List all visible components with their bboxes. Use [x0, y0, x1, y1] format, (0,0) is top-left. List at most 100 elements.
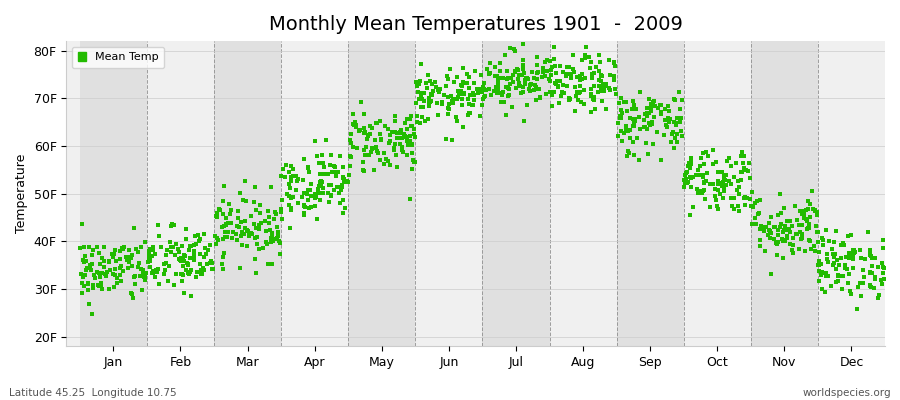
Point	[847, 247, 861, 253]
Point	[433, 86, 447, 92]
Point	[627, 122, 642, 129]
Point	[698, 149, 713, 156]
Point	[552, 99, 566, 106]
Point	[410, 119, 425, 125]
Point	[86, 247, 101, 253]
Point	[423, 90, 437, 97]
Point	[809, 209, 824, 216]
Point	[134, 287, 148, 294]
Point	[377, 122, 392, 129]
Point	[739, 167, 753, 173]
Point	[595, 98, 609, 104]
Point	[474, 102, 489, 108]
Point	[862, 252, 877, 258]
Point	[717, 187, 732, 194]
Point	[640, 113, 654, 119]
Point	[188, 233, 202, 239]
Point	[584, 109, 598, 115]
Point	[397, 131, 411, 138]
Point	[435, 100, 449, 107]
Point	[620, 128, 634, 134]
Point	[738, 202, 752, 208]
Point	[543, 88, 557, 95]
Point	[646, 141, 661, 147]
Point	[819, 227, 833, 233]
Point	[421, 99, 436, 105]
Point	[346, 144, 360, 151]
Point	[478, 93, 492, 100]
Point	[771, 238, 786, 245]
Point	[418, 80, 433, 86]
Point	[215, 211, 230, 217]
Point	[820, 256, 834, 262]
Point	[406, 157, 420, 163]
Point	[632, 157, 646, 163]
Point	[854, 293, 868, 300]
Point	[187, 248, 202, 254]
Point	[133, 266, 148, 272]
Point	[460, 80, 474, 86]
Point	[165, 244, 179, 250]
Point	[337, 179, 351, 186]
Point	[733, 184, 747, 191]
Point	[841, 280, 855, 286]
Point	[783, 218, 797, 225]
Bar	[80, 41, 147, 346]
Point	[137, 274, 151, 280]
Point	[875, 260, 889, 267]
Point	[570, 89, 584, 96]
Point	[172, 249, 186, 255]
Point	[547, 44, 562, 51]
Point	[184, 243, 198, 249]
Point	[647, 102, 662, 109]
Point	[492, 68, 507, 74]
Point	[172, 256, 186, 262]
Point	[803, 201, 817, 208]
Point	[770, 212, 785, 218]
Point	[236, 197, 250, 203]
Point	[547, 89, 562, 95]
Point	[487, 88, 501, 94]
Bar	[147, 41, 214, 346]
Point	[456, 79, 471, 86]
Point	[462, 85, 476, 91]
Point	[564, 71, 579, 78]
Point	[609, 91, 624, 98]
Point	[410, 82, 425, 88]
Point	[265, 260, 279, 267]
Point	[829, 228, 843, 235]
Point	[284, 204, 299, 211]
Point	[815, 269, 830, 275]
Point	[462, 100, 476, 107]
Point	[763, 230, 778, 236]
Point	[669, 122, 683, 128]
Point	[633, 89, 647, 96]
Point	[799, 226, 814, 232]
Point	[793, 208, 807, 214]
Point	[454, 81, 468, 88]
Point	[376, 160, 391, 167]
Point	[572, 76, 587, 83]
Point	[716, 175, 731, 181]
Point	[684, 161, 698, 168]
Point	[835, 286, 850, 293]
Point	[264, 184, 278, 191]
Point	[466, 79, 481, 86]
Point	[367, 166, 382, 173]
Point	[562, 96, 577, 102]
Point	[769, 240, 783, 246]
Point	[218, 234, 232, 241]
Point	[169, 241, 184, 248]
Point	[461, 96, 475, 102]
Point	[197, 267, 211, 274]
Point	[177, 258, 192, 264]
Point	[205, 260, 220, 266]
Point	[77, 253, 92, 259]
Point	[336, 174, 350, 181]
Point	[154, 244, 168, 250]
Point	[812, 262, 826, 268]
Point	[454, 96, 469, 102]
Point	[310, 216, 324, 222]
Point	[490, 90, 504, 96]
Point	[846, 247, 860, 254]
